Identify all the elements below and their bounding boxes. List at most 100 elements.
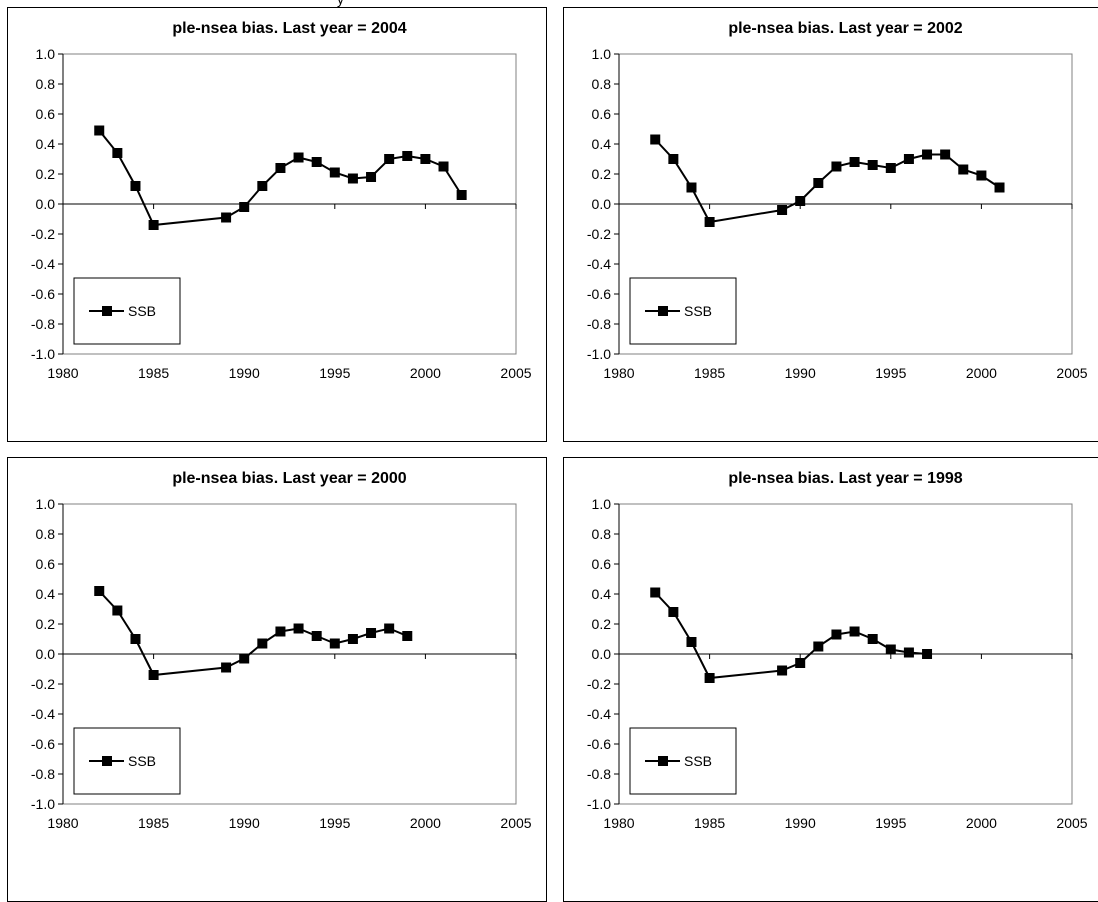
data-point [257,181,268,191]
x-tick-label: 1980 [603,815,634,831]
series-line [654,591,928,680]
x-tick-label: 1990 [229,365,260,381]
data-point [813,178,824,188]
x-tick-label: 2005 [500,815,531,831]
y-tick-label: 1.0 [36,496,56,512]
chart-panel-bottom-left: ple-nsea bias. Last year = 2000 -1.0 -0.8 -… [7,457,547,902]
series-line [98,590,408,677]
data-point [456,190,467,200]
data-point [221,212,232,223]
legend-label: SSB [684,303,712,319]
y-tick-label: 0.4 [592,586,612,602]
data-point [976,170,987,181]
x-tick-label: 1990 [785,365,816,381]
data-point [257,638,268,649]
y-tick-label: 0.8 [36,526,56,542]
x-tick-label: 2000 [966,815,997,831]
y-tick-label: -0.2 [587,676,611,692]
y-tick-label: 1.0 [592,46,612,62]
x-tick-label: 1990 [229,815,260,831]
x-tick-label: 1985 [138,815,169,831]
data-point [239,202,250,212]
chart-title: ple-nsea bias. Last year = 2000 [172,470,406,487]
data-point [704,673,715,683]
x-tick-label: 1985 [694,815,725,831]
data-point [668,607,679,617]
y-tick-label: -0.2 [31,226,55,242]
y-tick-label: 0.4 [36,136,56,152]
data-point [112,148,123,158]
data-point [686,182,697,193]
x-tick-label: 1990 [785,815,816,831]
y-tick-label: -1.0 [587,346,611,362]
x-tick-label: 2000 [410,815,441,831]
y-tick-label: -0.6 [31,736,55,752]
data-point [366,172,377,182]
x-tick-label: 2000 [410,365,441,381]
y-tick-label: -0.8 [31,766,55,782]
data-point [795,658,806,668]
x-tick-label: 1995 [319,365,350,381]
x-tick-label: 1980 [603,365,634,381]
legend-marker [102,756,112,766]
data-point [293,152,304,163]
data-point [867,634,878,644]
data-point [867,160,878,170]
data-point [239,653,250,664]
data-point [704,217,715,227]
data-point [293,623,304,634]
legend-marker [658,756,668,766]
data-point [903,647,914,658]
y-tick-label: 0.8 [592,526,612,542]
data-point [402,631,413,641]
chart-bottom-right: ple-nsea bias. Last year = 1998 -1.0 -0.8 -… [587,470,1088,831]
chart-title: ple-nsea bias. Last year = 1998 [728,470,962,487]
data-point [347,634,358,644]
series-line [98,129,463,227]
chart-top-right: ple-nsea bias. Last year = 2002 -1.0 -0.8 -… [587,20,1088,381]
y-tick-label: 0.4 [592,136,612,152]
y-tick-label: -0.4 [31,706,55,722]
legend-label: SSB [684,753,712,769]
data-point [384,154,395,164]
y-tick-label: 0.6 [592,106,612,122]
data-point [130,181,141,191]
data-point [94,586,105,596]
data-point [650,134,661,145]
y-tick-label: -0.6 [587,736,611,752]
data-point [384,623,395,634]
x-tick-label: 1995 [319,815,350,831]
data-point [311,631,322,641]
y-tick-label: -0.6 [31,286,55,302]
data-point [329,167,340,178]
data-point [148,670,159,680]
y-tick-label: -1.0 [31,346,55,362]
data-point [831,161,842,172]
data-point [849,157,860,167]
y-tick-label: -0.8 [587,766,611,782]
data-point [686,637,697,647]
y-tick-label: 0.4 [36,586,56,602]
data-point [329,638,340,649]
data-point [885,163,896,173]
data-point [438,161,449,172]
y-tick-label: 1.0 [36,46,56,62]
data-point [650,587,661,598]
data-point [922,149,933,160]
data-point [112,605,123,616]
y-tick-label: 0.6 [36,556,56,572]
data-point [275,626,286,637]
y-tick-label: 0.2 [36,166,56,182]
y-tick-label: 0.8 [36,76,56,92]
legend-label: SSB [128,303,156,319]
x-tick-label: 1985 [138,365,169,381]
data-point [275,163,286,173]
data-point [885,644,896,655]
chart-panel-top-right: ple-nsea bias. Last year = 2002 -1.0 -0.8 -… [563,7,1098,442]
data-point [940,149,951,160]
y-tick-label: 1.0 [592,496,612,512]
x-tick-label: 1995 [875,365,906,381]
data-point [849,626,860,637]
chart-title: ple-nsea bias. Last year = 2002 [728,20,962,37]
data-point [795,196,806,206]
